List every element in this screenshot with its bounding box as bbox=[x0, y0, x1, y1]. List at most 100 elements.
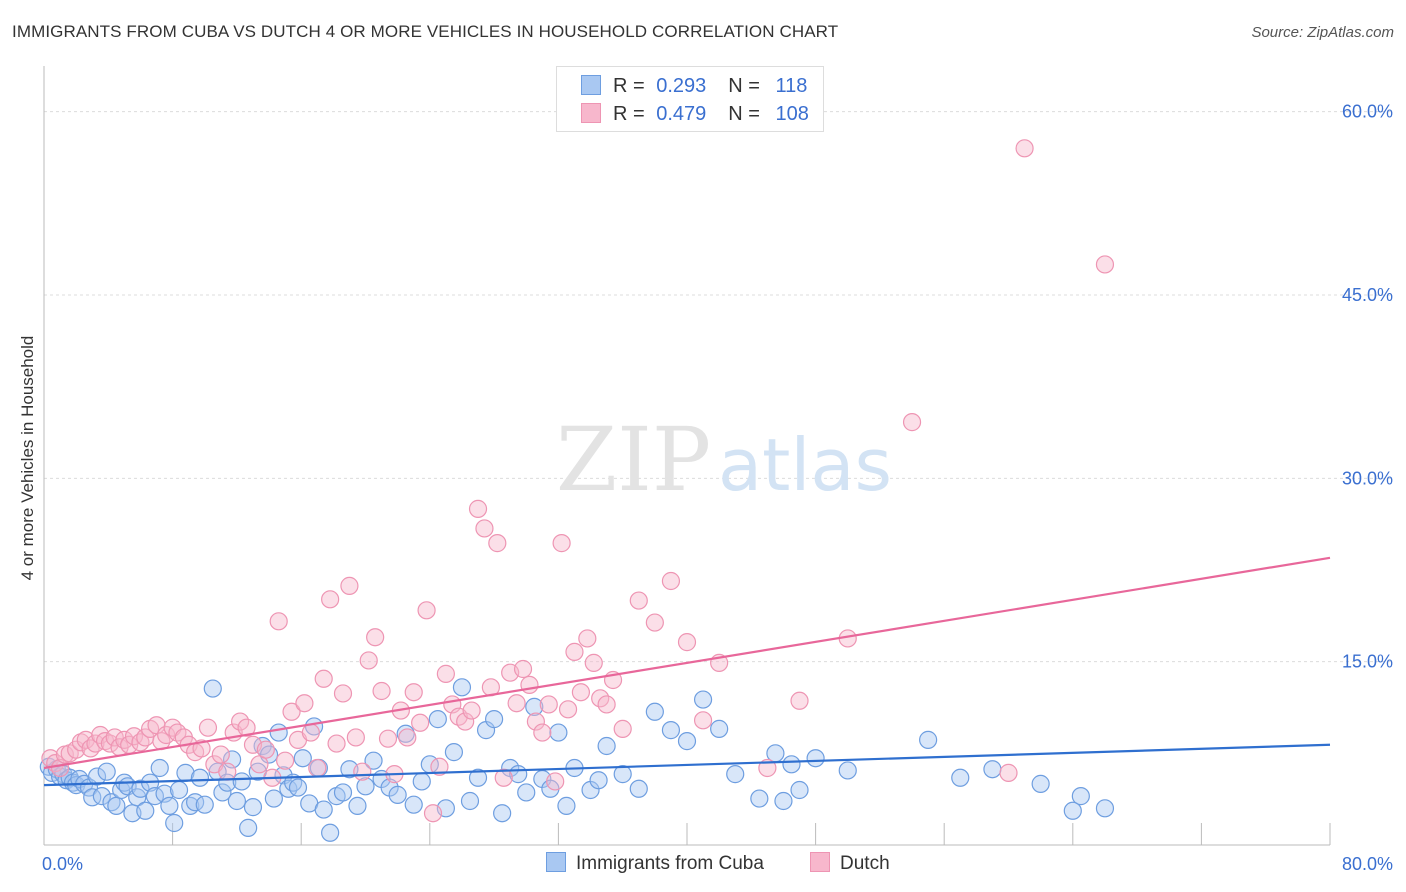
point-cuba bbox=[333, 783, 353, 802]
point-dutch bbox=[282, 702, 301, 721]
y-tick-label: 15.0% bbox=[1342, 652, 1393, 672]
point-cuba bbox=[838, 761, 857, 780]
point-dutch bbox=[488, 534, 507, 553]
point-cuba bbox=[677, 732, 697, 751]
trend-line-dutch bbox=[43, 556, 1331, 770]
point-dutch bbox=[404, 683, 423, 702]
point-cuba bbox=[274, 766, 293, 785]
point-dutch bbox=[902, 413, 922, 432]
point-dutch bbox=[218, 762, 237, 781]
source-label: Source: ZipAtlas.com bbox=[1251, 24, 1394, 41]
legend-r-key: R = bbox=[613, 103, 645, 125]
point-dutch bbox=[526, 712, 545, 731]
legend-row-cuba: R = 0.293 N = 118 bbox=[581, 75, 807, 99]
point-cuba bbox=[774, 791, 793, 811]
point-dutch bbox=[571, 683, 591, 702]
point-dutch bbox=[507, 694, 526, 713]
point-cuba bbox=[485, 710, 504, 729]
point-dutch bbox=[436, 664, 455, 683]
point-dutch bbox=[456, 712, 475, 731]
axes bbox=[43, 66, 1331, 846]
point-cuba bbox=[288, 778, 308, 797]
point-cuba bbox=[259, 745, 279, 764]
legend-n-key: N = bbox=[728, 103, 760, 125]
point-cuba bbox=[460, 791, 480, 811]
point-cuba bbox=[1063, 801, 1082, 820]
point-cuba bbox=[348, 796, 367, 815]
point-dutch bbox=[565, 642, 584, 661]
point-dutch bbox=[629, 591, 648, 610]
point-dutch bbox=[645, 613, 664, 632]
point-dutch bbox=[76, 730, 95, 749]
point-cuba bbox=[227, 791, 246, 811]
point-cuba bbox=[190, 768, 210, 787]
point-dutch bbox=[677, 633, 697, 652]
point-cuba bbox=[412, 772, 431, 791]
point-dutch bbox=[327, 734, 346, 753]
trend-line-cuba bbox=[43, 743, 1331, 787]
legend-swatch-pink bbox=[581, 103, 601, 123]
legend-n-value: 118 bbox=[775, 75, 808, 97]
point-cuba bbox=[92, 787, 111, 806]
point-cuba bbox=[597, 736, 616, 756]
point-cuba bbox=[239, 818, 258, 837]
point-cuba bbox=[1071, 787, 1090, 806]
point-cuba bbox=[693, 690, 713, 709]
point-dutch bbox=[430, 757, 449, 776]
tick-labels: 15.0% 30.0% 45.0% 60.0% 0.0% 80.0% bbox=[42, 102, 1393, 874]
point-dutch bbox=[513, 659, 533, 679]
point-dutch bbox=[198, 718, 218, 737]
legend-r-value: 0.479 bbox=[656, 103, 707, 125]
legend-row-dutch: R = 0.479 N = 108 bbox=[581, 103, 809, 127]
point-cuba bbox=[321, 823, 340, 842]
point-cuba bbox=[269, 723, 288, 742]
x-tick-label-max: 80.0% bbox=[1342, 854, 1393, 874]
point-dutch bbox=[613, 719, 632, 738]
gridlines bbox=[44, 111, 1392, 663]
point-dutch bbox=[269, 612, 288, 631]
point-cuba bbox=[388, 785, 407, 804]
bottom-legend-cuba: Immigrants from Cuba bbox=[546, 852, 764, 875]
point-dutch bbox=[192, 739, 211, 758]
point-dutch bbox=[520, 675, 539, 694]
point-cuba bbox=[589, 771, 608, 790]
point-dutch bbox=[346, 728, 365, 747]
point-dutch bbox=[584, 653, 603, 672]
bottom-legend-label: Immigrants from Cuba bbox=[576, 853, 764, 874]
watermark: ZIP atlas bbox=[556, 408, 892, 511]
point-dutch bbox=[340, 576, 359, 595]
point-cuba bbox=[613, 765, 632, 784]
point-cuba bbox=[1031, 774, 1050, 793]
point-cuba bbox=[314, 800, 333, 819]
point-cuba bbox=[710, 719, 729, 738]
point-cuba bbox=[726, 765, 745, 784]
point-dutch bbox=[366, 628, 385, 647]
point-dutch bbox=[157, 725, 176, 745]
point-cuba bbox=[165, 813, 184, 833]
correlation-legend: R = 0.293 N = 118 R = 0.479 N = 108 bbox=[556, 66, 824, 132]
point-dutch bbox=[546, 772, 565, 791]
point-cuba bbox=[107, 796, 126, 815]
point-cuba bbox=[806, 749, 825, 768]
point-dutch bbox=[790, 691, 809, 710]
point-dutch bbox=[256, 740, 275, 759]
point-dutch bbox=[372, 681, 391, 701]
point-cuba bbox=[468, 768, 488, 787]
point-cuba bbox=[364, 751, 383, 770]
point-cuba bbox=[150, 758, 169, 778]
point-cuba bbox=[549, 723, 568, 742]
point-dutch bbox=[359, 651, 378, 670]
y-tick-label: 45.0% bbox=[1342, 285, 1393, 305]
bottom-legend-swatch-pink bbox=[810, 852, 830, 872]
point-dutch bbox=[333, 684, 353, 703]
point-cuba bbox=[493, 804, 512, 823]
legend-n-key: N = bbox=[728, 75, 760, 97]
point-cuba bbox=[517, 783, 536, 802]
point-cuba bbox=[983, 760, 1002, 779]
point-dutch bbox=[1095, 255, 1115, 274]
point-dutch bbox=[353, 762, 372, 781]
point-cuba bbox=[232, 772, 251, 791]
watermark-zip: ZIP bbox=[556, 408, 711, 511]
point-dutch bbox=[100, 734, 120, 753]
watermark-atlas: atlas bbox=[718, 423, 892, 507]
